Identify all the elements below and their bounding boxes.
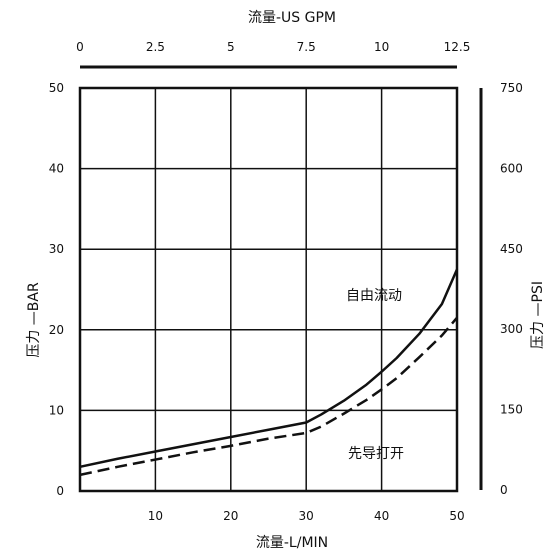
top-axis-tick-label: 2.5 (146, 40, 165, 54)
right-axis-tick-label: 600 (500, 161, 523, 175)
right-axis-title: 压力 —PSI (530, 281, 546, 349)
bottom-axis-title: 流量-L/MIN (256, 535, 328, 551)
y-tick-label: 40 (49, 162, 64, 176)
x-tick-label: 10 (148, 509, 163, 523)
y-tick-label: 30 (49, 242, 64, 256)
y-tick-label: 0 (56, 484, 64, 498)
free-flow-series-line (79, 268, 459, 469)
grid-layer (80, 88, 457, 491)
y-tick-label: 50 (49, 81, 64, 95)
y-tick-label: 10 (49, 403, 64, 417)
top-axis-tick-label: 7.5 (297, 40, 316, 54)
x-tick-label: 20 (223, 509, 238, 523)
tick-label-layer: 10 20 30 40 50 0 10 20 30 40 50 0 2.5 5 7.5 10 12.5 0 150 3… (49, 40, 523, 523)
y-tick-label: 20 (49, 323, 64, 337)
plot-frame (78, 86, 459, 493)
left-axis-title: 压力 —BAR (26, 282, 42, 358)
x-tick-label: 40 (374, 509, 389, 523)
series-layer (79, 268, 459, 477)
right-axis-tick-label: 300 (500, 322, 523, 336)
right-axis-tick-label: 150 (500, 403, 523, 417)
right-axis-tick-label: 0 (500, 483, 508, 497)
top-axis-tick-label: 0 (76, 40, 84, 54)
top-axis-tick-label: 5 (227, 40, 235, 54)
right-axis-tick-label: 750 (500, 81, 523, 95)
pilot-open-annotation: 先导打开 (348, 445, 404, 462)
top-axis-tick-label: 10 (374, 40, 389, 54)
axis-layer (78, 65, 483, 493)
x-tick-label: 30 (299, 509, 314, 523)
free-flow-annotation: 自由流动 (346, 288, 402, 304)
x-tick-label: 50 (449, 509, 464, 523)
right-axis-tick-label: 450 (500, 242, 523, 256)
top-axis-tick-label: 12.5 (444, 40, 471, 54)
top-axis-title: 流量-US GPM (248, 10, 336, 26)
